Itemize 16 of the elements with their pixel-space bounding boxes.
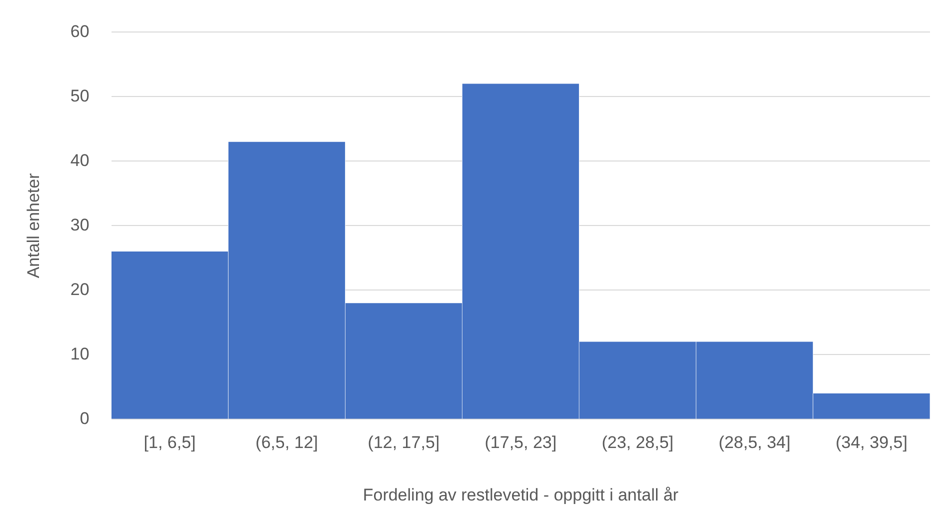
- y-tick-label: 60: [70, 22, 90, 41]
- x-axis-title: Fordeling av restlevetid - oppgitt i antall år: [362, 485, 679, 504]
- x-tick-label: (34, 39,5]: [836, 433, 908, 452]
- y-tick-label: 10: [70, 344, 90, 364]
- y-tick-label: 30: [70, 215, 90, 234]
- y-tick-label: 50: [70, 86, 90, 106]
- x-tick-label: [1, 6,5]: [144, 433, 196, 452]
- x-tick-label: (23, 28,5]: [602, 433, 674, 452]
- y-axis-title: Antall enheter: [24, 172, 43, 278]
- x-tick-label: (12, 17,5]: [368, 433, 440, 452]
- y-tick-label: 40: [70, 150, 90, 170]
- x-tick-label: (17,5, 23]: [484, 433, 557, 452]
- x-tick-label: (6,5, 12]: [256, 433, 318, 452]
- x-tick-label: (28,5, 34]: [718, 433, 790, 452]
- y-tick-label: 20: [70, 280, 90, 299]
- y-tick-label: 0: [80, 408, 90, 428]
